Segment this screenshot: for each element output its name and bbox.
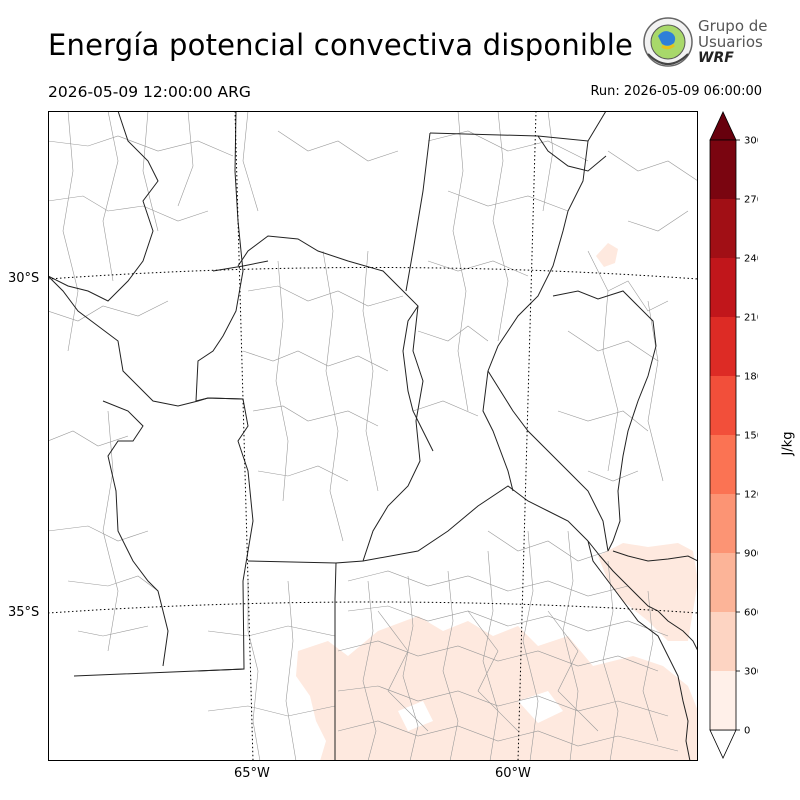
colorbar-bin (710, 553, 736, 612)
logo-line-3: WRF (698, 50, 734, 66)
colorbar-tick-label: 1200 (744, 490, 758, 501)
colorbar-bin (710, 671, 736, 730)
lon-label-60w: 60°W (495, 766, 531, 781)
colorbar-bin (710, 376, 736, 435)
colorbar-bin (710, 140, 736, 199)
colorbar-bin (710, 435, 736, 494)
colorbar-extend-max (709, 111, 737, 141)
colorbar: 0 300 600 900 1200 1500 1800 2100 2400 2700 3000 (709, 111, 758, 759)
colorbar-tick-label: 2400 (744, 254, 758, 265)
colorbar-extend-min (709, 729, 737, 759)
colorbar-bin (710, 317, 736, 376)
logo: Grupo de Usuarios WRF (640, 16, 780, 72)
graticule (48, 111, 698, 761)
colorbar-bin (710, 258, 736, 317)
colorbar-tick-label: 0 (744, 726, 750, 737)
colorbar-bin (710, 199, 736, 258)
logo-line-2: Usuarios (698, 33, 763, 51)
map-panel (48, 111, 698, 761)
department-borders (48, 111, 698, 761)
valid-time: 2026-05-09 12:00:00 ARG (48, 83, 251, 101)
colorbar-bin (710, 494, 736, 553)
colorbar-tick-label: 2700 (744, 195, 758, 206)
run-time: Run: 2026-05-09 06:00:00 (590, 84, 762, 99)
colorbar-unit: J/kg (780, 431, 796, 456)
colorbar-bin (710, 612, 736, 671)
colorbar-tick-label: 600 (744, 608, 758, 619)
lon-label-65w: 65°W (234, 766, 270, 781)
province-borders (48, 111, 698, 761)
colorbar-tick-label: 1500 (744, 431, 758, 442)
globe-emblem-icon (643, 17, 693, 67)
colorbar-tick-label: 900 (744, 549, 758, 560)
colorbar-tick-label: 3000 (744, 136, 758, 147)
lat-label-30s: 30°S (8, 271, 40, 286)
lat-label-35s: 35°S (8, 605, 40, 620)
logo-line-1: Grupo de (698, 17, 768, 35)
map-title: Energía potencial convectiva disponible (48, 28, 634, 62)
colorbar-tick-label: 2100 (744, 313, 758, 324)
colorbar-tick-label: 300 (744, 667, 758, 678)
colorbar-tick-label: 1800 (744, 372, 758, 383)
